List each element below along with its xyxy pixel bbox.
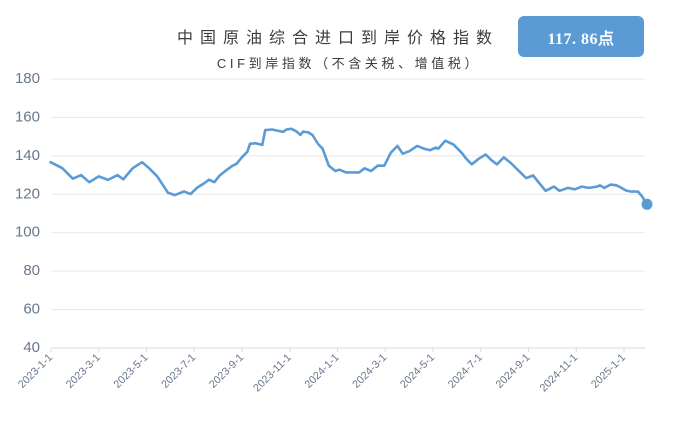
svg-text:2024-7-1: 2024-7-1 [446, 352, 485, 391]
svg-text:2024-1-1: 2024-1-1 [303, 352, 342, 391]
svg-text:140: 140 [15, 147, 40, 164]
svg-text:120: 120 [15, 185, 40, 202]
svg-text:2025-1-1: 2025-1-1 [589, 352, 628, 391]
svg-text:2023-9-1: 2023-9-1 [207, 352, 246, 391]
svg-text:2024-11-1: 2024-11-1 [538, 352, 581, 395]
svg-text:180: 180 [15, 70, 40, 87]
svg-text:2024-9-1: 2024-9-1 [494, 352, 533, 391]
svg-text:2024-3-1: 2024-3-1 [350, 352, 389, 391]
svg-text:60: 60 [23, 301, 40, 318]
svg-text:2023-7-1: 2023-7-1 [159, 352, 198, 391]
svg-text:2023-1-1: 2023-1-1 [16, 352, 55, 391]
svg-text:40: 40 [23, 339, 40, 356]
svg-text:100: 100 [15, 224, 40, 241]
svg-text:2023-5-1: 2023-5-1 [112, 352, 151, 391]
svg-text:2024-5-1: 2024-5-1 [398, 352, 437, 391]
svg-text:80: 80 [23, 262, 40, 279]
svg-text:2023-11-1: 2023-11-1 [251, 352, 294, 395]
svg-text:2023-3-1: 2023-3-1 [64, 352, 103, 391]
svg-text:160: 160 [15, 109, 40, 126]
